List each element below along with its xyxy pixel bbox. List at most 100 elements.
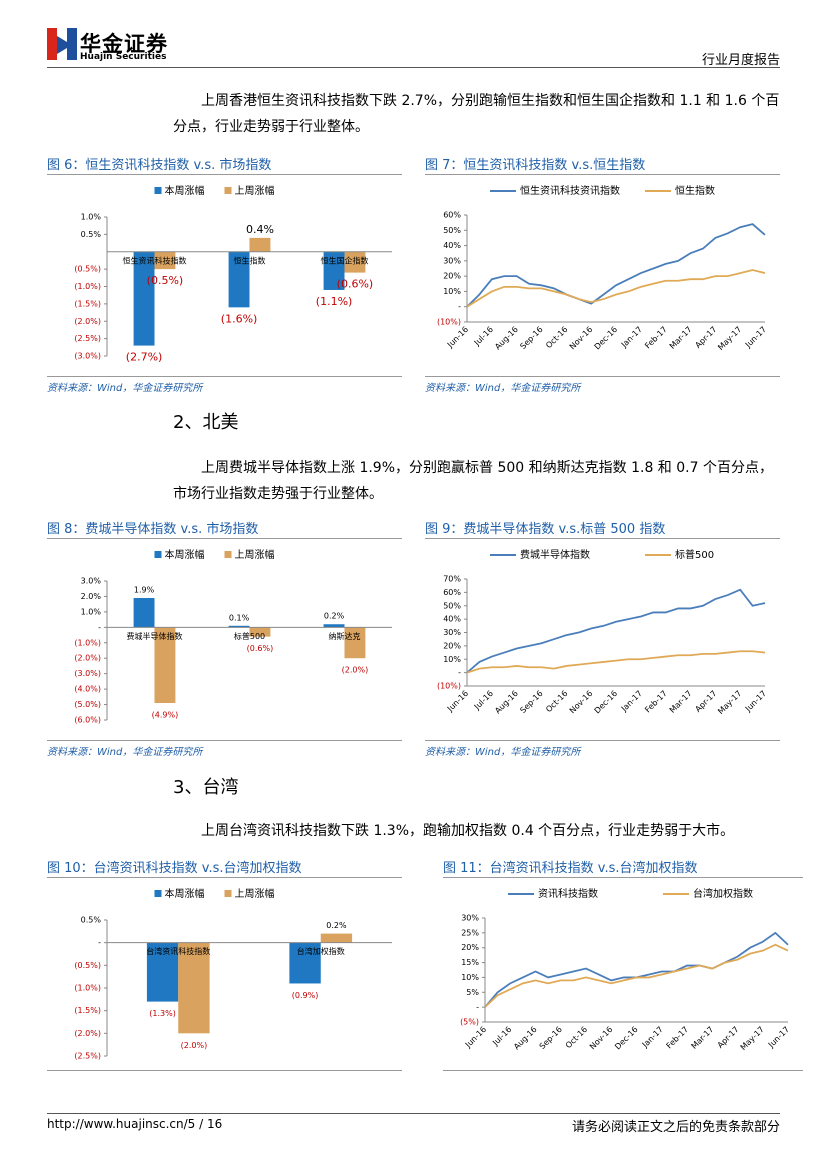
value-label: 0.2% [324,612,345,621]
y-tick-label: (10%) [437,318,461,327]
source: 资料来源：Wind，华金证券研究所 [47,740,402,758]
x-tick-label: Jun-17 [766,1025,791,1050]
line [466,269,766,308]
bar [154,627,176,704]
y-tick-label: (2.5%) [74,334,101,343]
x-tick-label: Apr-17 [693,689,718,714]
x-tick-label: Jan-17 [640,1025,665,1050]
bar [178,942,210,1034]
figure: 图 9：费城半导体指数 v.s.标普 500 指数 费城半导体指数 标普500 (1… [425,518,780,758]
figure: 图 8：费城半导体指数 v.s. 市场指数 本周涨幅 上周涨幅 3.0% 2.0% 1.… [47,518,402,758]
bar [228,625,250,628]
y-tick-label: 10% [461,973,479,982]
x-tick-label: 恒生指数 [234,255,266,265]
x-tick-label: Aug-16 [493,325,520,352]
logo-mark [47,28,77,60]
x-tick-label: May-17 [716,689,743,716]
legend-label: 标普500 [675,548,714,561]
figure: 图 11：台湾资讯科技指数 v.s.台湾加权指数 资讯科技指数 台湾加权指数 (5%… [443,857,803,1071]
y-tick-label: 5% [466,988,479,997]
value-label: (2.0%) [342,666,369,675]
legend-swatch [154,551,162,558]
logo-en: Huajin Securities [80,52,167,62]
legend-label: 本周涨幅 [165,184,205,197]
y-tick-label: (1.0%) [74,984,101,993]
y-tick-label: 2.0% [81,592,102,601]
line [484,943,789,1008]
footer-url: http://www.huajinsc.cn/5 / 16 [47,1117,223,1131]
y-tick-label: 3.0% [81,577,102,586]
legend-swatch [224,187,232,194]
figure-title: 图 10：台湾资讯科技指数 v.s.台湾加权指数 [47,857,402,878]
legend-label: 上周涨幅 [235,184,275,197]
y-tick-label: 25% [461,928,479,937]
y-tick-label: 40% [443,241,461,250]
chart: 恒生资讯科技资讯指数 恒生指数 (10%) - 10% 20% 30% 40% 50% 60% Ju… [437,184,768,352]
figure-title: 图 7：恒生资讯科技指数 v.s.恒生指数 [425,154,780,175]
bar [289,942,321,984]
bar [154,251,176,270]
y-tick-label: (1.5%) [74,299,101,308]
logo-cn: 华金证券 [80,32,168,56]
value-label: (2.7%) [126,351,163,364]
source: 资料来源：Wind，华金证券研究所 [425,376,780,394]
x-tick-label: Aug-16 [493,689,520,716]
header-rule [47,67,780,68]
x-tick-label: Apr-17 [693,325,718,350]
legend-label: 恒生资讯科技资讯指数 [520,184,620,197]
y-tick-label: 0.5% [81,230,102,239]
legend-label: 台湾加权指数 [693,887,753,900]
x-tick-label: May-17 [739,1025,766,1052]
y-tick-label: (2.0%) [74,1029,101,1038]
value-label: (1.6%) [221,312,258,325]
x-tick-label: 费城半导体指数 [127,631,183,641]
figure-title: 图 6：恒生资讯科技指数 v.s. 市场指数 [47,154,402,175]
y-tick-label: - [98,623,101,632]
y-tick-label: 15% [461,958,479,967]
y-tick-label: (4.0%) [74,685,101,694]
value-label: (0.9%) [292,991,319,1000]
x-tick-label: Oct-16 [544,325,569,350]
bar [249,627,271,637]
x-tick-label: Jul-16 [472,325,495,348]
x-tick-label: Jul-16 [472,689,495,712]
value-label: 0.4% [246,223,274,236]
x-tick-label: Mar-17 [668,689,694,715]
chart: 资讯科技指数 台湾加权指数 (5%) - 5% 10% 15% 20% 25% 30% Jun-16… [443,887,803,1071]
bar [320,933,353,943]
y-tick-label: 30% [461,914,479,923]
figure: 图 6：恒生资讯科技指数 v.s. 市场指数 本周涨幅 上周涨幅 1.0% 0.5% (… [47,154,402,394]
x-tick-label: Nov-16 [568,325,594,351]
footer-notice: 请务必阅读正文之后的免责条款部分 [571,1120,780,1135]
y-tick-label: (3.0%) [74,352,101,361]
y-tick-label: (3.0%) [74,669,101,678]
y-tick-label: 30% [443,628,461,637]
y-tick-label: 10% [443,655,461,664]
chart: 本周涨幅 上周涨幅 0.5% - (0.5%) (1.0%) (1.5%) (2.0%) (2.… [47,887,402,1071]
paragraph: 上周台湾资讯科技指数下跌 1.3%，跑输加权指数 0.4 个百分点，行业走势弱于… [201,823,735,839]
x-tick-label: Oct-16 [564,1025,589,1050]
bar [323,251,345,290]
paragraph: 上周香港恒生资讯科技指数下跌 2.7%，分别跑输恒生指数和恒生国企指数和 1.1… [173,93,780,135]
x-tick-label: Jun-16 [445,689,470,714]
value-label: (1.1%) [316,295,353,308]
figure-title: 图 9：费城半导体指数 v.s.标普 500 指数 [425,518,780,539]
y-tick-label: 1.0% [81,213,102,222]
legend-swatch [224,890,232,897]
x-tick-label: 纳斯达克 [329,631,361,641]
legend-swatch [154,187,162,194]
y-tick-label: 20% [443,272,461,281]
report-type: 行业月度报告 [701,53,780,68]
x-tick-label: 标普500 [234,631,265,641]
y-tick-label: 50% [443,226,461,235]
value-label: (0.5%) [147,274,184,287]
y-tick-label: - [98,938,101,947]
y-tick-label: 50% [443,601,461,610]
x-tick-label: 恒生国企指数 [321,255,369,265]
x-tick-label: Sep-16 [518,689,544,715]
legend-label: 恒生指数 [675,184,715,197]
line [466,588,766,674]
bar [133,251,155,346]
y-tick-label: (6.0%) [74,716,101,725]
